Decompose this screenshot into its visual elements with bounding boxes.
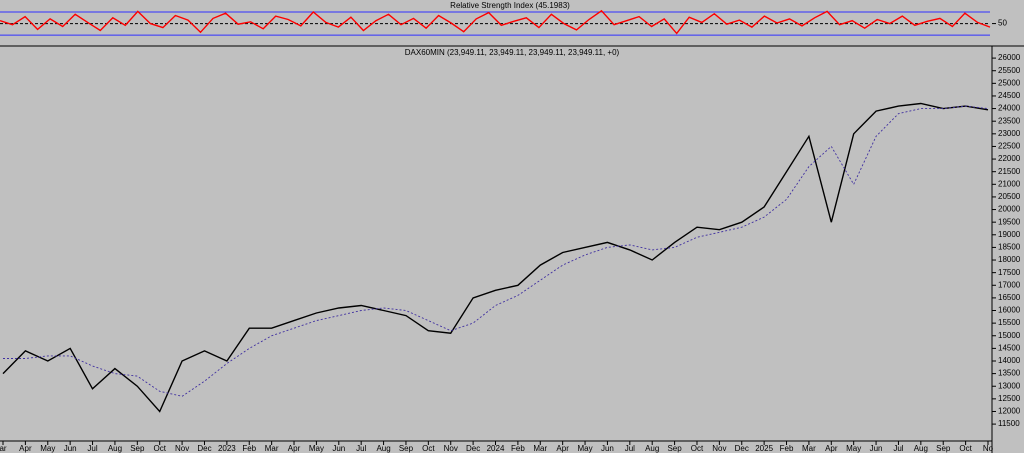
x-tick-label: May — [40, 444, 55, 453]
y-tick-label: 21500 — [998, 167, 1021, 176]
x-tick-label: Feb — [242, 444, 256, 453]
x-tick-label: Jul — [893, 444, 903, 453]
x-tick-label: May — [309, 444, 324, 453]
x-tick-label: ar — [0, 444, 7, 453]
x-tick-label: Aug — [108, 444, 122, 453]
x-tick-label: 2023 — [218, 444, 236, 453]
x-tick-label: Jul — [356, 444, 366, 453]
y-tick-label: 24000 — [998, 104, 1021, 113]
y-tick-label: 15000 — [998, 331, 1021, 340]
y-tick-label: 11500 — [998, 419, 1020, 428]
x-tick-label: Jun — [332, 444, 345, 453]
x-tick-label: Mar — [533, 444, 547, 453]
x-tick-label: Oct — [691, 444, 704, 453]
x-tick-label: Nov — [712, 444, 726, 453]
x-tick-label: Nov — [175, 444, 189, 453]
y-tick-label: 16000 — [998, 306, 1021, 315]
x-tick-label: Apr — [556, 444, 569, 453]
y-tick-label: 13000 — [998, 381, 1021, 390]
x-tick-label: Jun — [870, 444, 883, 453]
x-tick-label: May — [846, 444, 861, 453]
x-tick-label: Dec — [735, 444, 749, 453]
x-tick-label: Apr — [825, 444, 838, 453]
x-tick-label: Jun — [64, 444, 77, 453]
x-tick-label: Jun — [601, 444, 614, 453]
x-tick-label: Mar — [265, 444, 279, 453]
y-tick-label: 16500 — [998, 293, 1021, 302]
y-tick-label: 22500 — [998, 142, 1021, 151]
y-tick-label: 15500 — [998, 318, 1021, 327]
y-tick-label: 12500 — [998, 394, 1021, 403]
x-tick-label: Feb — [511, 444, 525, 453]
x-tick-label: Nov — [444, 444, 458, 453]
y-tick-label: 22000 — [998, 154, 1021, 163]
x-tick-label: Dec — [466, 444, 480, 453]
y-tick-label: 23500 — [998, 116, 1021, 125]
y-tick-label: 18500 — [998, 243, 1021, 252]
y-tick-label: 20000 — [998, 205, 1021, 214]
x-tick-label: Jul — [625, 444, 635, 453]
y-tick-label: 20500 — [998, 192, 1021, 201]
x-tick-label: Sep — [399, 444, 414, 453]
x-tick-label: Mar — [802, 444, 816, 453]
y-tick-label: 26000 — [998, 53, 1021, 62]
price-title: DAX60MIN (23,949.11, 23,949.11, 23,949.1… — [405, 48, 620, 57]
x-tick-label: Sep — [130, 444, 145, 453]
y-tick-label: 24500 — [998, 91, 1021, 100]
x-tick-label: Sep — [936, 444, 951, 453]
y-tick-label: 17500 — [998, 268, 1021, 277]
x-tick-label: 2025 — [755, 444, 773, 453]
x-tick-label: Dec — [197, 444, 211, 453]
x-tick-label: Oct — [153, 444, 166, 453]
x-tick-label: Aug — [914, 444, 928, 453]
y-tick-label: 17000 — [998, 280, 1021, 289]
price-line — [2, 102, 989, 413]
x-tick-label: Apr — [19, 444, 32, 453]
x-tick-label: Feb — [780, 444, 794, 453]
rsi-title: Relative Strength Index (45.1983) — [450, 1, 570, 10]
x-tick-label: Oct — [959, 444, 972, 453]
y-tick-label: 13500 — [998, 369, 1021, 378]
x-tick-label: Apr — [288, 444, 301, 453]
y-tick-label: 19000 — [998, 230, 1021, 239]
y-tick-label: 23000 — [998, 129, 1021, 138]
y-tick-label: 25500 — [998, 66, 1021, 75]
x-tick-label: Aug — [376, 444, 390, 453]
x-tick-label: No — [983, 444, 994, 453]
y-tick-label: 14500 — [998, 343, 1021, 352]
x-tick-label: 2024 — [487, 444, 505, 453]
price-line — [3, 105, 989, 397]
y-tick-label: 21000 — [998, 179, 1021, 188]
y-tick-label: 50 — [998, 19, 1007, 28]
x-tick-label: Oct — [422, 444, 435, 453]
y-tick-label: 12000 — [998, 407, 1021, 416]
y-tick-label: 18000 — [998, 255, 1021, 264]
x-tick-label: Aug — [645, 444, 659, 453]
x-tick-label: Jul — [87, 444, 97, 453]
x-tick-label: Sep — [667, 444, 682, 453]
y-tick-label: 19500 — [998, 217, 1021, 226]
price-line — [0, 9, 991, 35]
y-tick-label: 14000 — [998, 356, 1021, 365]
x-tick-label: May — [577, 444, 592, 453]
y-tick-label: 25000 — [998, 78, 1021, 87]
